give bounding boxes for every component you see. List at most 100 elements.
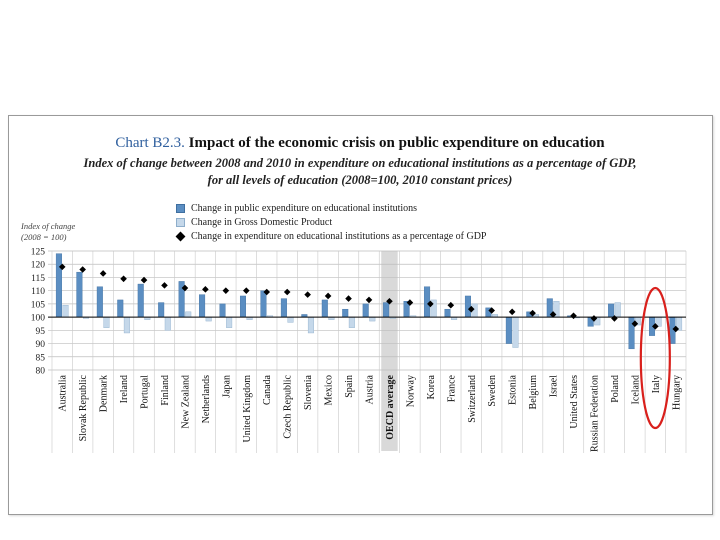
diamond-marker xyxy=(222,287,230,294)
diamond-marker xyxy=(181,284,189,292)
category-label: New Zealand xyxy=(180,375,191,429)
diamond-marker xyxy=(345,295,352,302)
category-label: OECD average xyxy=(385,374,396,439)
category-label: Hungary xyxy=(671,375,682,410)
diamond-marker xyxy=(120,275,127,283)
y-tick-label: 110 xyxy=(31,287,45,297)
bar-public-expenditure xyxy=(199,294,206,318)
y-axis-unit: Index of change (2008 = 100) xyxy=(21,221,75,243)
diamond-marker xyxy=(488,307,496,314)
category-label: Estonia xyxy=(508,374,519,405)
category-label: Spain xyxy=(344,375,355,398)
chart-subtitle: Index of change between 2008 and 2010 in… xyxy=(0,155,720,189)
category-label: Portugal xyxy=(140,375,151,409)
category-label: France xyxy=(446,374,457,402)
y-tick-label: 125 xyxy=(31,248,46,258)
bar-gdp xyxy=(287,316,294,323)
bar-gdp xyxy=(164,316,171,331)
category-label: Belgium xyxy=(528,375,539,410)
diamond-marker xyxy=(652,323,659,330)
legend-item-percentage-gdp: Change in expenditure on educational ins… xyxy=(175,229,487,243)
category-label: Austria xyxy=(365,374,376,404)
subtitle-line-2: for all levels of education (2008=100, 2… xyxy=(207,173,513,187)
chart-number: Chart B2.3. xyxy=(115,135,185,151)
y-tick-label: 80 xyxy=(36,367,46,377)
y-tick-label: 90 xyxy=(36,340,46,350)
diamond-marker xyxy=(611,315,618,322)
legend-label-public-expenditure: Change in public expenditure on educatio… xyxy=(191,202,418,214)
bar-public-expenditure xyxy=(260,290,267,318)
y-axis-unit-line-1: Index of change xyxy=(21,221,76,231)
bar-gdp xyxy=(62,305,69,318)
y-tick-label: 100 xyxy=(31,314,46,324)
y-tick-label: 115 xyxy=(31,274,45,284)
diamond-marker xyxy=(324,292,332,300)
bar-public-expenditure xyxy=(219,303,226,318)
diamond-marker xyxy=(631,320,639,328)
diamond-marker xyxy=(79,266,86,273)
bar-public-expenditure xyxy=(117,299,124,318)
category-label: Sweden xyxy=(487,375,498,407)
category-label: Denmark xyxy=(99,375,110,412)
diamond-marker xyxy=(467,305,475,313)
bar-gdp xyxy=(226,316,233,328)
bar-gdp xyxy=(512,316,519,348)
y-axis-unit-line-2: (2008 = 100) xyxy=(21,232,67,242)
category-label: Iceland xyxy=(630,375,641,404)
category-label: Japan xyxy=(221,375,232,398)
category-label: Italy xyxy=(651,375,662,393)
bar-public-expenditure xyxy=(76,271,83,318)
category-label: Australia xyxy=(58,374,69,411)
highlight-circle xyxy=(639,286,671,430)
bar-public-expenditure xyxy=(505,316,512,344)
bar-gdp xyxy=(369,316,376,322)
diamond-marker xyxy=(58,263,66,271)
diamond-marker xyxy=(508,308,516,316)
chart-title-text: Impact of the economic crisis on public … xyxy=(188,135,605,151)
category-label: Norway xyxy=(405,375,416,407)
category-label: Czech Republic xyxy=(283,374,294,438)
category-label: United States xyxy=(569,375,580,429)
bar-public-expenditure xyxy=(280,298,287,318)
bar-public-expenditure xyxy=(137,283,144,318)
bar-gdp xyxy=(348,316,355,328)
bar-public-expenditure xyxy=(96,286,103,318)
bar-gdp xyxy=(103,316,110,328)
bar-gdp xyxy=(185,311,192,318)
bar-gdp xyxy=(205,316,212,322)
bar-public-expenditure xyxy=(424,286,431,318)
bar-public-expenditure xyxy=(239,295,246,318)
legend-label-percentage-gdp: Change in expenditure on educational ins… xyxy=(191,230,487,242)
diamond-marker xyxy=(549,311,557,318)
category-label: Switzerland xyxy=(467,375,478,423)
bar-public-expenditure xyxy=(362,303,369,318)
category-label: Slovenia xyxy=(303,374,314,410)
diamond-marker xyxy=(283,288,291,296)
category-label: Netherlands xyxy=(201,375,212,423)
y-tick-label: 105 xyxy=(31,300,46,310)
y-tick-label: 85 xyxy=(36,353,46,363)
y-tick-label: 95 xyxy=(36,327,46,337)
category-label: United Kingdom xyxy=(242,375,253,443)
diamond-marker xyxy=(161,282,168,289)
category-label: Russian Federation xyxy=(589,375,600,452)
category-label: Mexico xyxy=(324,375,335,406)
oecd-average-highlight-band xyxy=(381,251,398,451)
diamond-marker xyxy=(672,325,680,333)
category-label: Poland xyxy=(610,375,621,403)
subtitle-line-1: Index of change between 2008 and 2010 in… xyxy=(83,156,637,170)
bar-public-expenditure xyxy=(383,302,390,318)
diamond-marker xyxy=(447,301,455,309)
diamond-marker xyxy=(590,315,598,322)
bar-public-expenditure xyxy=(158,302,165,318)
diamond-marker xyxy=(140,276,148,284)
legend-swatch-light xyxy=(176,217,185,227)
bar-public-expenditure xyxy=(464,295,471,318)
diamond-marker xyxy=(99,270,107,277)
category-label: Korea xyxy=(426,374,437,399)
y-tick-label: 120 xyxy=(31,261,46,271)
category-label: Slovak Republic xyxy=(78,374,89,441)
category-label: Ireland xyxy=(119,375,130,403)
diamond-marker xyxy=(570,312,577,320)
category-label: Israel xyxy=(549,375,560,397)
